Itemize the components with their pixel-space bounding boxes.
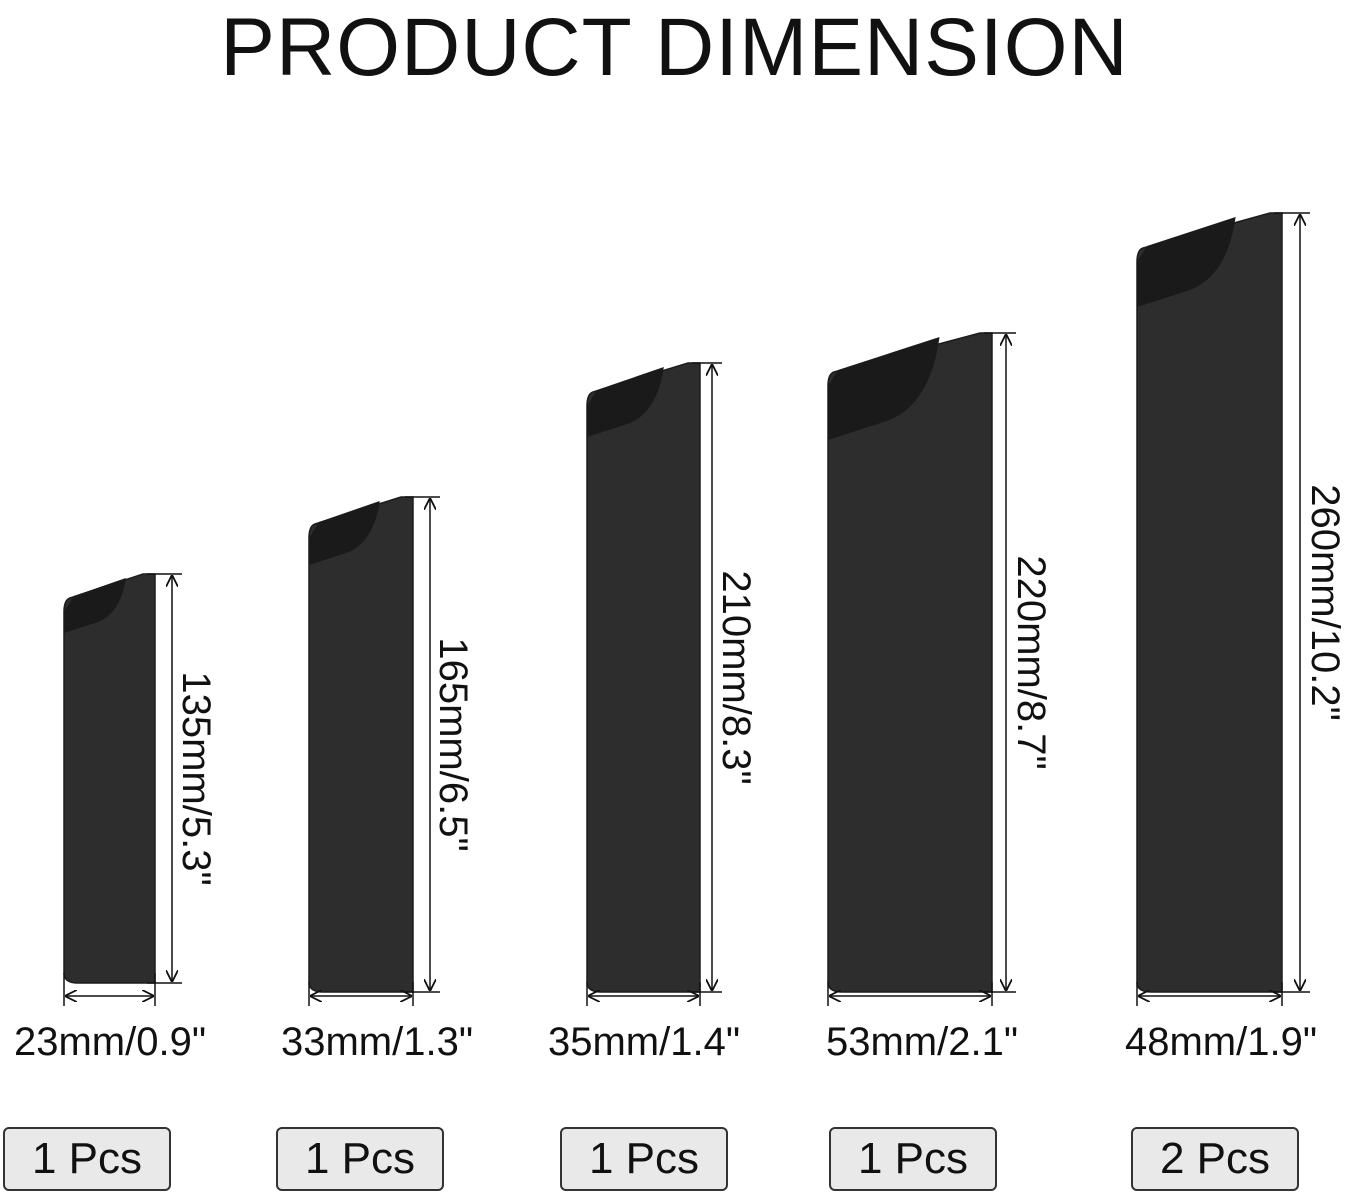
quantity-badge: 1 Pcs [3, 1127, 171, 1191]
knife-sheath-shape [586, 362, 701, 993]
sheath-item-5: 260mm/10.2" 48mm/1.9" [1125, 212, 1347, 1064]
page-title: PRODUCT DIMENSION [220, 2, 1129, 93]
quantity-badge: 1 Pcs [276, 1127, 444, 1191]
width-label: 23mm/0.9" [14, 1020, 206, 1064]
sheath-opening-shape [828, 337, 940, 440]
knife-sheath-shape [63, 573, 156, 984]
width-label: 33mm/1.3" [281, 1020, 473, 1064]
width-label: 48mm/1.9" [1125, 1020, 1317, 1064]
sheath-item-1: 135mm/5.3" 23mm/0.9" [14, 573, 218, 1064]
knife-sheath-shape [308, 496, 414, 993]
height-label: 260mm/10.2" [1303, 484, 1347, 721]
height-label: 135mm/5.3" [174, 671, 218, 885]
quantity-badge: 1 Pcs [560, 1127, 728, 1191]
sheath-opening-shape [64, 578, 126, 633]
sheath-opening-shape [587, 367, 664, 437]
sheath-item-4: 220mm/8.7" 53mm/2.1" [826, 332, 1053, 1064]
sheath-opening-shape [309, 501, 380, 565]
quantity-badge: 2 Pcs [1131, 1127, 1299, 1191]
sheath-item-3: 210mm/8.3" 35mm/1.4" [548, 362, 758, 1064]
quantity-badge: 1 Pcs [829, 1127, 997, 1191]
width-label: 53mm/2.1" [826, 1020, 1018, 1064]
sheath-opening-shape [1137, 217, 1236, 307]
height-label: 210mm/8.3" [714, 570, 758, 784]
width-label: 35mm/1.4" [548, 1020, 740, 1064]
sheath-item-2: 165mm/6.5" 33mm/1.3" [281, 496, 475, 1064]
height-label: 220mm/8.7" [1009, 555, 1053, 769]
knife-sheath-shape [1136, 212, 1283, 993]
height-label: 165mm/6.5" [431, 637, 475, 851]
